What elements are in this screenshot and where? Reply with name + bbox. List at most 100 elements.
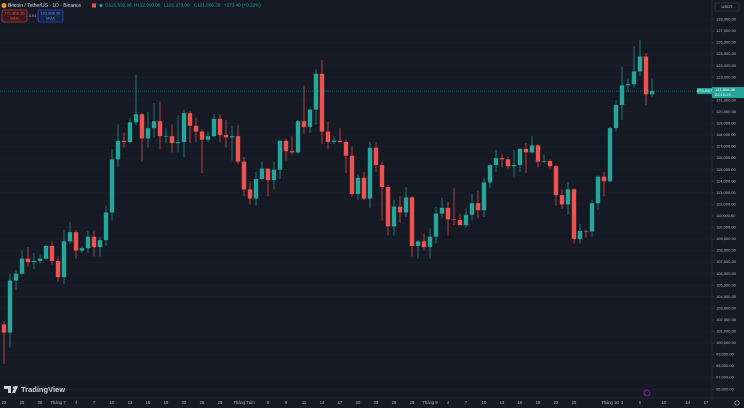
x-tick-label: 13 xyxy=(500,400,505,405)
x-tick-label: Tháng Tám xyxy=(233,400,255,405)
y-tick-label: 106,000.00 xyxy=(716,271,737,276)
x-tick-label: 10 xyxy=(482,400,487,405)
candle-body xyxy=(427,236,433,248)
buy-button[interactable] xyxy=(37,9,64,23)
x-tick-label: 25 xyxy=(572,400,577,405)
candle-body xyxy=(331,140,337,142)
x-tick-label: 10 xyxy=(110,400,115,405)
candle-body xyxy=(169,136,175,144)
candle-body xyxy=(145,128,151,139)
candle-body xyxy=(649,91,655,95)
header: Bitcoin / TetherUS · 1D · Binance O121,5… xyxy=(1,3,261,23)
candle-body xyxy=(565,189,571,205)
y-tick-label: 120,000.00 xyxy=(716,109,737,114)
candle-body xyxy=(97,240,103,248)
sell-label: BÁN xyxy=(10,16,18,21)
candle-body xyxy=(439,207,445,214)
candle-body xyxy=(349,155,355,194)
candle-body xyxy=(43,245,49,259)
candle-body xyxy=(619,85,625,106)
candle-body xyxy=(31,260,37,263)
candle-body xyxy=(451,219,457,220)
candle-body xyxy=(61,241,67,278)
x-tick-label: 4 xyxy=(447,400,450,405)
y-tick-label: 115,000.00 xyxy=(716,167,736,172)
x-tick-label: 20 xyxy=(356,400,361,405)
y-tick-label: 127,000.00 xyxy=(716,28,737,33)
x-tick-label: 14 xyxy=(686,400,691,405)
x-tick-label: 16 xyxy=(146,400,151,405)
logo-dot xyxy=(12,386,16,389)
candle-body xyxy=(325,131,331,142)
x-tick-label: 4 xyxy=(75,400,78,405)
candle-body xyxy=(391,206,397,227)
candle-body xyxy=(601,176,607,182)
logo[interactable]: TradingView xyxy=(4,385,65,394)
candle-body xyxy=(241,161,247,190)
candle-body xyxy=(517,148,523,166)
candle-body xyxy=(157,121,163,137)
currency: USDT xyxy=(722,4,733,9)
candle-body xyxy=(25,258,31,263)
candle-body xyxy=(583,230,589,232)
y-tick-label: 99,000.00 xyxy=(716,352,735,357)
candle-body xyxy=(301,121,307,127)
candle-body xyxy=(67,232,73,242)
y-tick-label: 126,000.00 xyxy=(716,40,737,45)
candle-body xyxy=(511,165,517,167)
candle-body xyxy=(247,189,253,199)
candle-body xyxy=(289,151,295,153)
y-tick-label: 118,000.00 xyxy=(716,132,736,137)
candle-body xyxy=(421,241,427,248)
candle-body xyxy=(469,203,475,215)
x-tick-label: 7 xyxy=(93,400,96,405)
candle-body xyxy=(139,114,145,139)
candle-body xyxy=(571,189,577,240)
x-tick-label: 17 xyxy=(704,400,709,405)
candle-body xyxy=(187,113,193,126)
x-tick-label: 8 xyxy=(285,400,288,405)
candle-body xyxy=(397,206,403,213)
x-tick-label: 19 xyxy=(536,400,541,405)
price-tag-price: 121,806.36 xyxy=(715,87,736,92)
candle-body xyxy=(283,140,289,152)
candle-body xyxy=(535,145,541,162)
symbol-title[interactable]: Bitcoin / TetherUS · 1D · Binance xyxy=(8,3,81,9)
y-tick-label: 125,000.00 xyxy=(716,51,737,56)
x-tick-label: Tháng 10 xyxy=(601,400,619,405)
candle-body xyxy=(541,161,547,162)
candle-body xyxy=(487,165,493,183)
y-tick-label: 119,000.00 xyxy=(716,121,736,126)
candle-body xyxy=(7,280,13,333)
buy-label: MUA xyxy=(46,16,55,21)
y-tick-label: 116,000.00 xyxy=(716,155,736,160)
candle-body xyxy=(181,113,187,142)
candle-body xyxy=(109,159,115,213)
y-tick-label: 114,000.00 xyxy=(716,178,736,183)
price-tag-box xyxy=(712,87,744,99)
candle-body xyxy=(55,260,61,278)
candle-body xyxy=(211,118,217,137)
candle-body xyxy=(1,324,7,333)
x-tick-label: Tháng 9 xyxy=(422,400,438,405)
sell-button[interactable] xyxy=(1,9,28,23)
x-tick-label: 25 xyxy=(20,400,25,405)
currency-button[interactable] xyxy=(714,2,740,12)
market-status xyxy=(92,3,96,8)
candle-body xyxy=(625,84,631,86)
candle-body xyxy=(415,241,421,246)
candle-body xyxy=(547,161,553,167)
y-tick-label: 101,000.00 xyxy=(716,329,737,334)
candle-body xyxy=(613,105,619,129)
candle-body xyxy=(205,136,211,140)
candle-body xyxy=(133,114,139,123)
candle-body xyxy=(343,141,349,156)
x-tick-label: 25 xyxy=(200,400,205,405)
x-tick-label: 10 xyxy=(662,400,667,405)
event-marker[interactable] xyxy=(643,389,651,397)
settings-icon[interactable] xyxy=(734,400,740,406)
candle-body xyxy=(595,176,601,204)
price-tag-countdown: 22:15:19 xyxy=(715,92,731,97)
